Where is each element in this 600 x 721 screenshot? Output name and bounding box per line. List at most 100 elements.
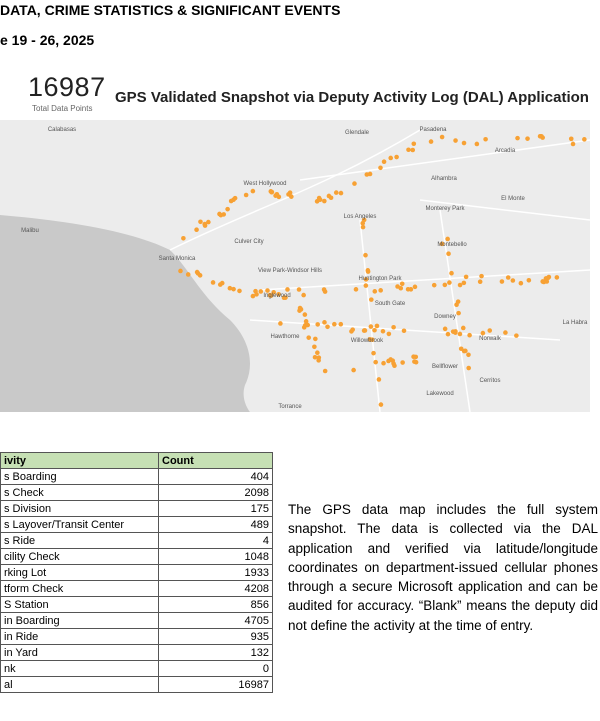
table-cell: 0: [158, 660, 273, 677]
gps-point: [483, 136, 488, 142]
table-row: al 16987: [0, 676, 273, 693]
gps-point: [367, 171, 373, 177]
gps-point: [305, 322, 311, 328]
gps-point: [463, 274, 469, 280]
gps-point: [518, 280, 524, 286]
gps-point: [363, 283, 369, 288]
table-row: ivity Count: [0, 452, 273, 469]
table-cell: ivity: [0, 452, 159, 469]
gps-point: [369, 297, 374, 302]
gps-point: [353, 287, 359, 292]
gps-point: [545, 275, 551, 280]
place-label: Bellflower: [432, 364, 458, 370]
gps-point: [231, 197, 236, 203]
place-label: La Habra: [563, 320, 588, 326]
gps-point: [401, 328, 407, 334]
table-cell: al: [0, 676, 159, 693]
gps-point: [503, 330, 508, 335]
gps-point: [271, 290, 276, 295]
gps-point: [369, 337, 375, 342]
gps-point: [219, 280, 225, 286]
gps-point: [362, 328, 368, 333]
gps-point: [505, 275, 511, 280]
table-cell: S Station: [0, 596, 159, 613]
gps-point: [449, 270, 454, 276]
gps-point: [296, 287, 302, 292]
table-cell: 132: [158, 644, 273, 661]
gps-point: [338, 190, 344, 196]
place-label: Malibu: [21, 228, 39, 234]
gps-point: [442, 326, 448, 332]
table-cell: nk: [0, 660, 159, 677]
gps-point: [198, 219, 203, 225]
table-cell: 935: [158, 628, 273, 645]
gps-point: [428, 139, 434, 144]
gps-point: [218, 212, 224, 218]
gps-point: [456, 310, 461, 316]
gps-point: [285, 287, 290, 292]
gps-point: [306, 335, 312, 340]
gps-point: [265, 288, 270, 293]
gps-point: [268, 189, 274, 194]
gps-point: [392, 363, 397, 369]
gps-point: [197, 273, 203, 278]
gps-point: [325, 324, 330, 330]
gps-point: [457, 282, 463, 288]
table-row: s Division 175: [0, 500, 273, 517]
gps-point: [328, 195, 334, 201]
table-row: S Station 856: [0, 596, 273, 613]
gps-point: [333, 190, 339, 195]
place-label: Downey: [434, 314, 456, 320]
table-cell: s Layover/Transit Center: [0, 516, 159, 533]
place-label: Montebello: [437, 242, 467, 248]
gps-point: [312, 344, 317, 350]
gps-point: [386, 331, 392, 337]
place-label: Los Angeles: [344, 214, 377, 220]
table-row: in Yard 132: [0, 644, 273, 661]
gps-point: [479, 273, 484, 279]
gps-point: [231, 286, 236, 292]
gps-point: [499, 279, 505, 284]
description: The GPS data map includes the full syste…: [288, 502, 598, 633]
place-label: Lakewood: [426, 391, 453, 397]
gps-point: [466, 365, 471, 371]
place-label: Norwalk: [479, 336, 502, 342]
gps-point: [461, 280, 467, 286]
gps-point: [365, 269, 371, 274]
table-cell: 175: [158, 500, 273, 517]
gps-point: [313, 336, 318, 342]
table-cell: 404: [158, 468, 273, 485]
gps-point: [351, 367, 356, 373]
table-row: tform Check 4208: [0, 580, 273, 597]
place-label: Arcadia: [495, 148, 516, 154]
table-cell: rking Lot: [0, 564, 159, 581]
table-row: in Boarding 4705: [0, 612, 273, 629]
table-cell: in Yard: [0, 644, 159, 661]
gps-point: [315, 350, 320, 356]
title: DATA, CRIME STATISTICS & SIGNIFICANT EVE…: [0, 2, 341, 18]
gps-point: [322, 368, 328, 374]
gps-point: [453, 138, 458, 143]
gps-point: [455, 299, 461, 304]
table-row: s Ride 4: [0, 532, 273, 549]
gps-point: [373, 359, 378, 365]
gps-point: [380, 328, 386, 334]
gps-point: [250, 188, 256, 194]
gps-point: [185, 272, 191, 277]
gps-point: [447, 280, 452, 285]
table-cell: 856: [158, 596, 273, 613]
table-cell: 4705: [158, 612, 273, 629]
gps-point: [302, 312, 308, 317]
gps-point: [254, 292, 259, 297]
table-row: s Check 2098: [0, 484, 273, 501]
gps-point: [202, 221, 208, 227]
gps-point: [206, 219, 211, 225]
gps-point: [439, 134, 445, 140]
gps-point: [458, 346, 464, 352]
gps-point: [301, 325, 307, 330]
map-title: GPS Validated Snapshot via Deputy Activi…: [115, 89, 589, 106]
gps-point: [322, 289, 328, 294]
map: Calabasas Malibu Glendale Pasadena Arcadia Al…: [0, 120, 590, 412]
gps-point: [349, 329, 354, 334]
gps-point: [453, 330, 458, 335]
